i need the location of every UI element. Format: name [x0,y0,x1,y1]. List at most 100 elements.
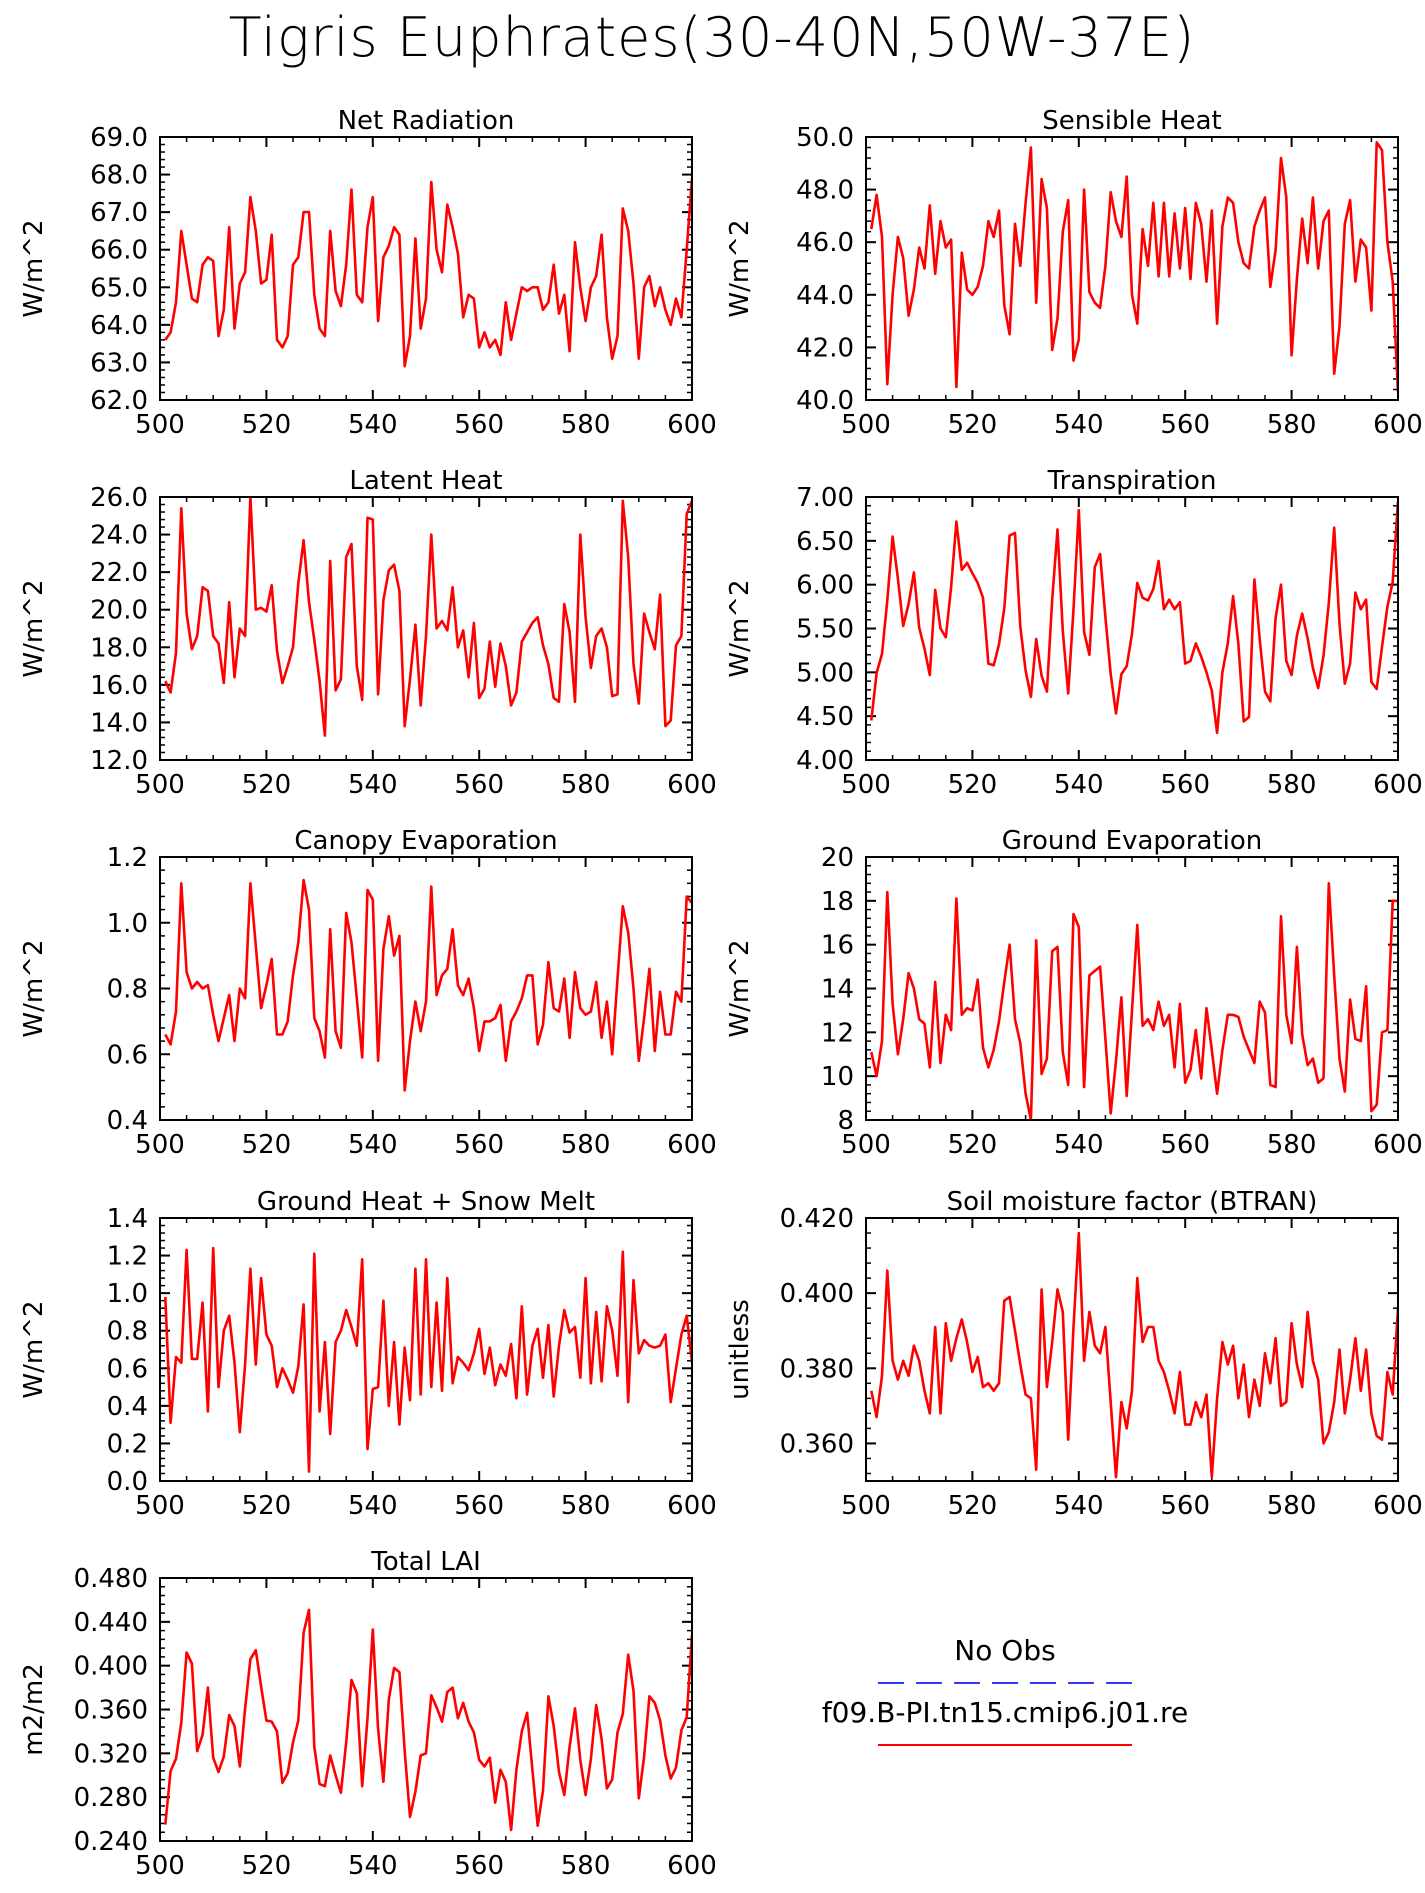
x-tick-label: 540 [348,770,398,800]
y-tick-label: 18 [821,887,854,917]
y-tick-label: 46.0 [796,228,854,258]
y-axis-label: W/m^2 [19,939,49,1037]
y-tick-label: 44.0 [796,281,854,311]
y-tick-label: 48.0 [796,176,854,206]
x-tick-label: 540 [1054,770,1104,800]
y-tick-label: 14 [821,975,854,1005]
y-tick-label: 24.0 [90,521,148,551]
series-line-0 [870,141,1398,393]
x-tick-label: 520 [948,410,998,440]
plot-frame [159,496,693,761]
x-tick-label: 560 [454,1491,504,1521]
x-tick-label: 580 [561,1130,611,1160]
y-axis-label: m2/m2 [19,1663,49,1756]
y-tick-label: 6.50 [796,527,854,557]
x-tick-label: 540 [348,1130,398,1160]
y-tick-label: 67.0 [90,198,148,228]
y-tick-label: 12.0 [90,746,148,776]
y-tick-label: 1.0 [107,1279,148,1309]
y-axis-label: W/m^2 [19,579,49,677]
y-tick-label: 42.0 [796,333,854,363]
y-tick-label: 0.480 [74,1564,148,1594]
figure-title: Tigris Euphrates(30-40N,50W-37E) [229,6,1196,69]
panel-title: Canopy Evaporation [294,826,557,856]
x-tick-label: 600 [1373,1130,1423,1160]
y-tick-label: 0.6 [107,1040,148,1070]
y-tick-label: 4.50 [796,702,854,732]
panel-title: Ground Evaporation [1002,826,1262,856]
y-tick-label: 0.280 [74,1783,148,1813]
y-tick-label: 14.0 [90,708,148,738]
y-tick-label: 0.440 [74,1608,148,1638]
y-tick-label: 63.0 [90,348,148,378]
plot-frame [865,856,1399,1121]
y-tick-label: 0.0 [107,1467,148,1497]
series-line-0 [164,178,692,368]
y-axis-label: W/m^2 [19,219,49,317]
panel-grid: Net Radiation W/m^2 500 520 540 560 580 600 62.0… [19,106,1423,1881]
x-tick-label: 520 [242,410,292,440]
panel-total-lai: Total LAI m2/m2 500 520 540 560 580 600 0.240 0.2… [19,1547,717,1881]
y-tick-label: 16 [821,931,854,961]
y-axis-label: unitless [725,1299,755,1400]
x-tick-label: 520 [242,1491,292,1521]
y-axis-label: W/m^2 [725,579,755,677]
series-line-0 [164,1608,692,1832]
panel-title: Soil moisture factor (BTRAN) [947,1187,1318,1217]
x-tick-label: 600 [667,1491,717,1521]
panel-title: Ground Heat + Snow Melt [257,1187,595,1217]
y-tick-label: 0.4 [107,1106,148,1136]
plot-frame [159,856,693,1121]
x-tick-label: 560 [454,410,504,440]
y-tick-label: 10 [821,1062,854,1092]
y-tick-label: 5.50 [796,615,854,645]
y-tick-label: 0.4 [107,1392,148,1422]
x-tick-label: 500 [841,1491,891,1521]
x-tick-label: 580 [1267,1130,1317,1160]
x-tick-label: 560 [1160,410,1210,440]
legend: No Obs f09.B-PI.tn15.cmip6.j01.re [822,1634,1188,1746]
y-tick-label: 5.00 [796,658,854,688]
y-tick-label: 0.240 [74,1827,148,1857]
y-tick-label: 69.0 [90,123,148,153]
x-tick-label: 520 [948,770,998,800]
y-tick-label: 8 [837,1106,854,1136]
plot-frame [865,1217,1399,1482]
x-tick-label: 580 [1267,770,1317,800]
x-tick-label: 600 [1373,770,1423,800]
x-tick-label: 560 [454,770,504,800]
x-tick-label: 500 [135,1130,185,1160]
plot-frame [159,136,693,401]
x-tick-label: 560 [454,1851,504,1881]
y-tick-label: 1.2 [107,1242,148,1272]
y-tick-label: 50.0 [796,123,854,153]
y-tick-label: 0.400 [780,1279,854,1309]
x-tick-label: 540 [348,1851,398,1881]
y-tick-label: 26.0 [90,483,148,513]
y-tick-label: 1.0 [107,909,148,939]
panel-title: Latent Heat [349,466,502,496]
y-tick-label: 0.380 [780,1354,854,1384]
x-tick-label: 520 [242,1851,292,1881]
y-tick-label: 16.0 [90,671,148,701]
y-tick-label: 64.0 [90,311,148,341]
y-tick-label: 1.2 [107,843,148,873]
panel-ground-evaporation: Ground Evaporation W/m^2 500 520 540 560 580 60… [725,826,1423,1160]
series-line-0 [870,1231,1398,1479]
y-tick-label: 20 [821,843,854,873]
x-tick-label: 600 [1373,1491,1423,1521]
x-tick-label: 580 [1267,410,1317,440]
panel-canopy-evaporation: Canopy Evaporation W/m^2 500 520 540 560 580 60… [19,826,717,1160]
y-tick-label: 6.00 [796,571,854,601]
x-tick-label: 580 [561,770,611,800]
y-tick-label: 18.0 [90,633,148,663]
y-tick-label: 0.320 [74,1739,148,1769]
x-tick-label: 500 [841,410,891,440]
x-tick-label: 540 [1054,1130,1104,1160]
panel-latent-heat: Latent Heat W/m^2 500 520 540 560 580 600 12.0 14… [19,466,717,800]
y-tick-label: 0.400 [74,1652,148,1682]
y-tick-label: 66.0 [90,236,148,266]
panel-title: Sensible Heat [1042,106,1221,136]
panel-title: Total LAI [370,1547,481,1577]
series-line-0 [164,497,692,737]
